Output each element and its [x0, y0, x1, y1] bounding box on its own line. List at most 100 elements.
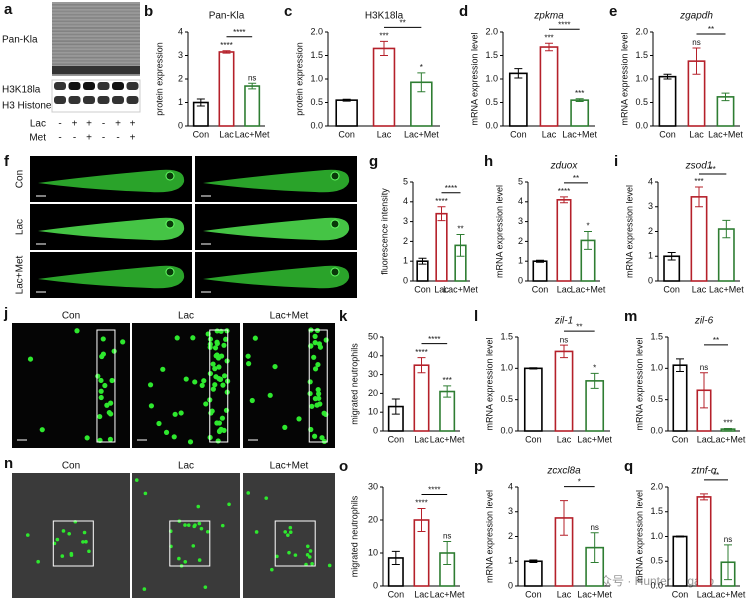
bar: [435, 212, 448, 282]
neutrophil: [214, 420, 220, 426]
neutrophil: [205, 530, 210, 534]
blot-smear: [52, 23, 140, 26]
region-box: [52, 520, 94, 567]
bar: [658, 75, 677, 127]
significance: *: [586, 222, 589, 231]
x-tick-label: Lac+Met: [404, 129, 439, 139]
error-bar: [676, 358, 684, 372]
y-tick-label: 10: [368, 547, 378, 557]
fish-eye: [165, 171, 175, 181]
bar: [508, 72, 528, 127]
y-axis-label: protein expression: [154, 42, 164, 116]
y-tick-label: 3: [508, 506, 513, 516]
neutrophil: [84, 435, 90, 441]
y-tick-label: 1.0: [500, 363, 513, 373]
significance: ns: [590, 523, 598, 532]
neutrophil: [220, 382, 226, 388]
y-tick-label: 0.0: [650, 580, 663, 590]
neutrophil: [172, 411, 178, 417]
y-tick-label: 20: [368, 388, 378, 398]
y-tick-label: 0.0: [500, 425, 513, 435]
neutrophil: [160, 366, 166, 372]
neutrophil: [288, 525, 293, 530]
significance: ***: [379, 32, 388, 41]
region-box: [96, 329, 116, 443]
neutrophil: [177, 556, 181, 561]
neutrophil: [207, 336, 214, 342]
neutrophil: [147, 382, 154, 388]
y-tick-label: 3: [178, 50, 183, 60]
chart-title: zgapdh: [679, 11, 713, 22]
x-tick-label: Con: [338, 129, 355, 139]
bar: [244, 85, 261, 127]
y-tick-label: 0.0: [635, 120, 648, 130]
error-bar: [692, 47, 701, 75]
y-tick-label: 4: [178, 26, 183, 36]
y-tick-label: 0.5: [310, 97, 323, 107]
neutrophil: [191, 544, 196, 548]
y-tick-label: 0: [373, 580, 378, 590]
blot-smear: [52, 43, 140, 46]
neutrophil: [197, 558, 202, 562]
region-box: [169, 520, 211, 567]
neutrophil: [223, 336, 229, 342]
neutrophil: [25, 533, 30, 537]
neutrophil: [36, 559, 40, 564]
error-bar: [391, 550, 400, 566]
y-tick-label: 4: [403, 196, 408, 206]
chart-title: zcxcl8a: [546, 466, 581, 477]
blot-smear: [52, 33, 140, 36]
error-bar: [721, 92, 730, 102]
neutrophil: [309, 403, 315, 409]
x-tick-label: Lac+Met: [562, 129, 597, 139]
bar: [413, 364, 430, 432]
error-bar: [418, 257, 427, 265]
bar: [716, 96, 735, 127]
treatment-sign: +: [72, 119, 78, 130]
column-label: Lac+Met: [270, 461, 309, 472]
row-label: Con: [15, 170, 26, 188]
y-tick-label: 1.5: [635, 50, 648, 60]
x-tick-label: Lac+Met: [430, 434, 465, 444]
row-label: Met: [29, 133, 46, 144]
y-axis-label: mRNA expression level: [619, 32, 629, 125]
neutrophil: [311, 354, 317, 360]
neutrophil: [61, 529, 66, 533]
neutrophil: [323, 337, 329, 343]
neutrophil: [120, 339, 126, 345]
neutrophil: [307, 555, 312, 559]
neutrophil: [174, 335, 180, 341]
neutrophil: [216, 364, 222, 370]
panel-letter: o: [339, 458, 348, 475]
band-label: H3 Histone: [2, 101, 52, 112]
neutrophil: [252, 335, 258, 341]
y-tick-label: 0.0: [650, 425, 663, 435]
x-tick-label: Lac: [434, 284, 449, 294]
neutrophil: [55, 537, 60, 542]
y-axis-label: mRNA expression level: [469, 32, 479, 125]
y-tick-label: 2.0: [650, 481, 663, 491]
neutrophil: [199, 382, 205, 388]
bar: [556, 199, 572, 282]
neutrophil: [82, 530, 87, 535]
error-bar: [443, 540, 452, 566]
neutrophil: [296, 416, 302, 422]
neutrophil: [310, 561, 314, 566]
x-tick-label: Lac: [557, 589, 572, 599]
column-label: Con: [62, 461, 80, 472]
panel-letter: k: [339, 308, 348, 325]
fish: [203, 217, 350, 241]
neutrophil: [282, 424, 288, 430]
error-bar: [722, 219, 731, 239]
error-bar: [724, 544, 732, 581]
y-tick-label: 4: [518, 196, 523, 206]
y-tick-label: 30: [368, 369, 378, 379]
neutrophil: [207, 370, 213, 377]
neutrophil: [134, 478, 139, 482]
error-bar: [575, 98, 584, 103]
blot-smear: [52, 50, 140, 52]
region-box: [209, 329, 229, 443]
neutrophil: [73, 519, 78, 524]
neutrophil: [312, 433, 318, 439]
